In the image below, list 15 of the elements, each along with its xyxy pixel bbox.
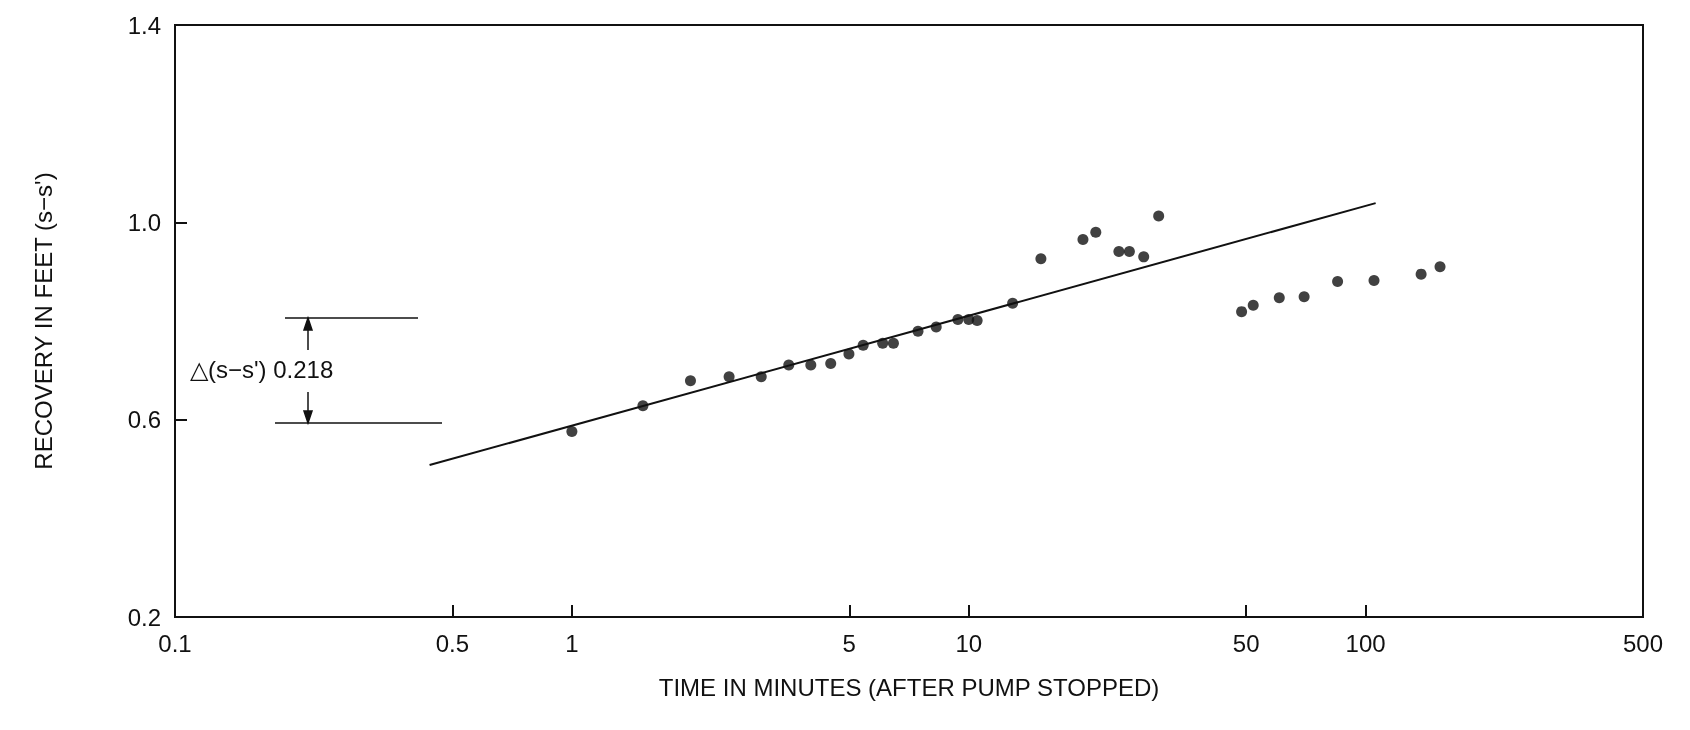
- x-tick-label: 0.1: [158, 629, 192, 657]
- x-tick-label: 5: [842, 629, 856, 657]
- y-axis-title: RECOVERY IN FEET (s−s'): [29, 172, 57, 470]
- annotation: △(s−s') 0.218: [190, 356, 334, 384]
- y-tick-label: 0.2: [127, 603, 161, 631]
- x-tick-label: 0.5: [435, 629, 470, 657]
- x-tick-label: 1: [565, 629, 579, 657]
- x-tick-label: 50: [1232, 629, 1260, 657]
- x-tick-label: 100: [1345, 629, 1386, 657]
- x-tick-label: 500: [1622, 629, 1664, 657]
- x-tick-label: 10: [955, 629, 983, 657]
- y-tick-label: 0.6: [127, 406, 161, 434]
- y-tick-label: 1.0: [127, 208, 161, 236]
- y-tick-label: 1.4: [127, 11, 161, 39]
- x-axis-title: TIME IN MINUTES (AFTER PUMP STOPPED): [658, 673, 1160, 701]
